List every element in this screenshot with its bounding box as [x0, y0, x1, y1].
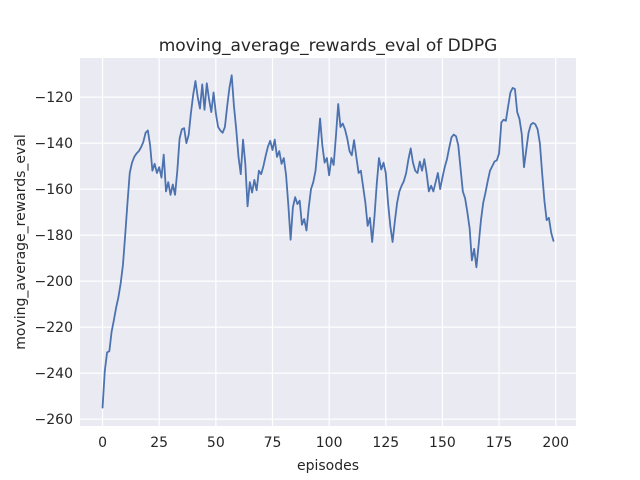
axes-background: [80, 58, 576, 426]
x-tick-label: 175: [486, 435, 513, 451]
y-tick-label: −240: [35, 366, 73, 382]
y-tick-label: −120: [35, 90, 73, 106]
gridlines: [80, 58, 576, 426]
y-tick-label: −140: [35, 136, 73, 152]
data-line-group: [101, 74, 555, 409]
reward-line: [101, 74, 555, 409]
x-tick-label: 25: [150, 435, 168, 451]
x-tick-labels: 0 25 50 75 100 125 150 175 200: [98, 435, 569, 451]
x-tick-label: 75: [264, 435, 282, 451]
y-tick-label: −160: [35, 182, 73, 198]
y-axis-label: moving_average_rewards_eval: [13, 134, 29, 350]
x-tick-label: 50: [207, 435, 225, 451]
y-tick-label: −200: [35, 274, 73, 290]
y-tick-label: −180: [35, 228, 73, 244]
y-tick-label: −220: [35, 320, 73, 336]
x-tick-label: 0: [98, 435, 107, 451]
x-axis-label: episodes: [297, 458, 359, 474]
x-tick-label: 100: [316, 435, 343, 451]
chart-title: moving_average_rewards_eval of DDPG: [159, 36, 498, 56]
y-tick-label: −260: [35, 412, 73, 428]
x-tick-label: 150: [429, 435, 456, 451]
y-tick-labels: −120 −140 −160 −180 −200 −220 −240 −260: [35, 90, 73, 428]
x-tick-label: 125: [372, 435, 399, 451]
x-tick-label: 200: [542, 435, 569, 451]
